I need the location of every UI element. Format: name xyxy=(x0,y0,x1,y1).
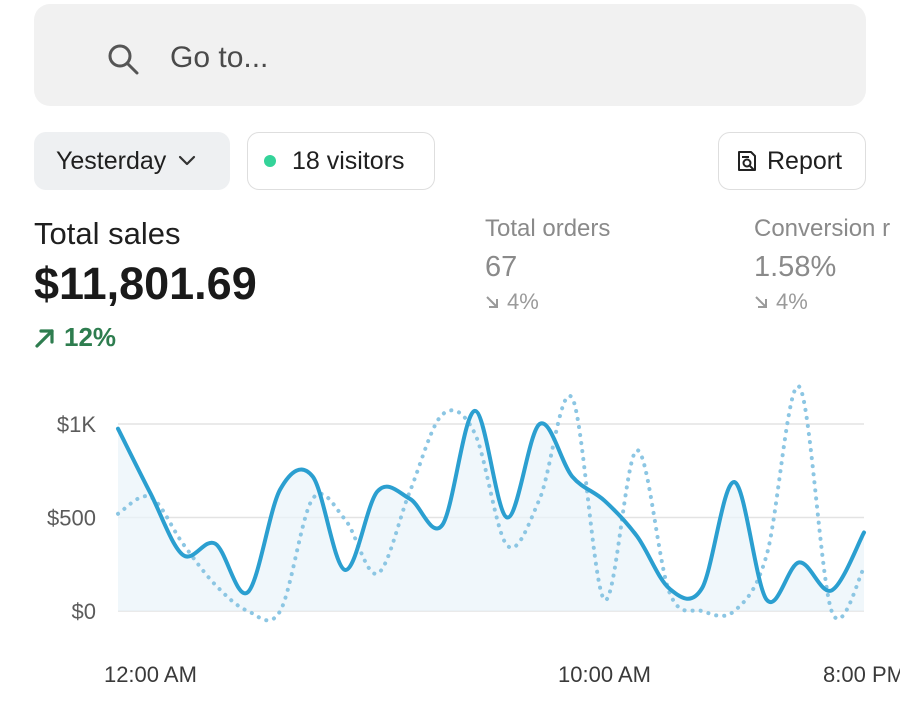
total-orders-value: 67 xyxy=(485,251,518,283)
total-orders-change-value: 4% xyxy=(507,289,539,314)
search-bar[interactable]: Go to... xyxy=(34,4,866,106)
arrow-down-right-icon xyxy=(755,296,767,308)
search-icon xyxy=(108,44,139,75)
live-visitors-button[interactable]: 18 visitors xyxy=(247,132,435,190)
total-orders-title: Total orders xyxy=(485,215,611,242)
date-range-label: Yesterday xyxy=(56,146,167,175)
y-tick-label: $500 xyxy=(47,506,96,531)
arrow-down-right-icon xyxy=(486,296,498,308)
arrow-up-right-icon xyxy=(35,328,54,348)
conversion-change: 4% xyxy=(754,289,808,315)
x-tick-label: 10:00 AM xyxy=(558,662,651,687)
chevron-down-icon xyxy=(179,155,196,166)
x-tick-label: 12:00 AM xyxy=(104,662,197,687)
total-orders-change: 4% xyxy=(485,289,539,315)
x-tick-label: 8:00 PM xyxy=(823,662,900,687)
sales-line-chart: $1K $500 $0 12:00 AM 10:00 AM 8:00 PM xyxy=(47,384,900,687)
total-sales-change-value: 12% xyxy=(64,322,117,352)
live-status-dot xyxy=(264,155,276,167)
report-button[interactable]: Report xyxy=(718,132,866,190)
y-tick-label: $0 xyxy=(72,599,96,624)
total-sales-change: 12% xyxy=(34,322,116,353)
date-range-dropdown[interactable]: Yesterday xyxy=(34,132,230,190)
total-sales-value: $11,801.69 xyxy=(34,258,257,309)
total-sales-title: Total sales xyxy=(34,216,181,251)
area-fill xyxy=(118,410,864,611)
y-tick-label: $1K xyxy=(57,412,96,437)
report-label: Report xyxy=(767,146,843,175)
report-icon xyxy=(738,151,756,171)
series-line-current xyxy=(116,408,866,605)
visitors-label: 18 visitors xyxy=(292,146,405,175)
search-placeholder: Go to... xyxy=(170,41,269,74)
conversion-change-value: 4% xyxy=(776,289,808,314)
conversion-title: Conversion r xyxy=(754,215,891,242)
conversion-value: 1.58% xyxy=(754,251,837,283)
